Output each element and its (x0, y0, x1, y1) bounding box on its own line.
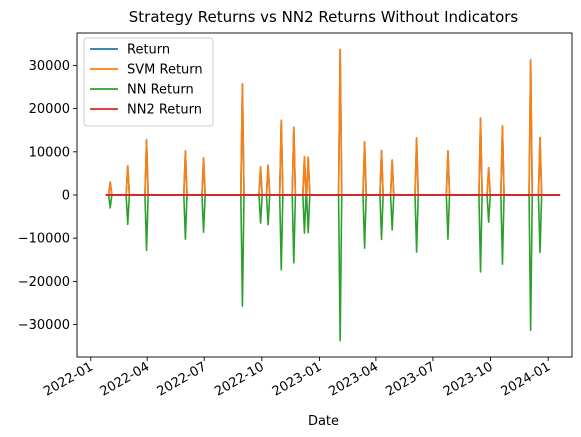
x-tick-label: 2024-01 (499, 359, 554, 399)
y-tick-label: 20000 (29, 102, 70, 117)
x-tick-label: 2022-10 (212, 359, 267, 399)
legend-label: NN2 Return (127, 103, 202, 118)
y-tick-label: 30000 (29, 59, 70, 74)
legend-label: SVM Return (127, 63, 203, 78)
y-tick-label: −20000 (18, 275, 70, 290)
x-tick-label: 2023-04 (326, 359, 381, 399)
y-tick-label: 0 (62, 189, 70, 204)
legend: Return SVM Return NN Return NN2 Return (83, 37, 214, 127)
x-tick-label: 2022-01 (41, 359, 96, 399)
y-tick-label: −30000 (18, 318, 70, 333)
plot-area (105, 48, 561, 342)
series-line-svm-return (105, 48, 561, 196)
x-tick-label: 2023-10 (441, 359, 496, 399)
y-tick-label: 10000 (29, 145, 70, 160)
series-line-nn-return (105, 194, 561, 342)
x-axis-label: Date (308, 414, 339, 429)
x-tick-label: 2023-01 (270, 359, 325, 399)
y-tick-label: −10000 (18, 232, 70, 247)
chart-title: Strategy Returns vs NN2 Returns Without … (129, 8, 519, 26)
x-tick-label: 2022-04 (98, 359, 153, 399)
legend-label: NN Return (127, 83, 194, 98)
legend-label: Return (127, 43, 170, 58)
x-tick-label: 2022-07 (155, 359, 210, 399)
legend-box (83, 37, 214, 127)
x-tick-label: 2023-07 (383, 359, 438, 399)
